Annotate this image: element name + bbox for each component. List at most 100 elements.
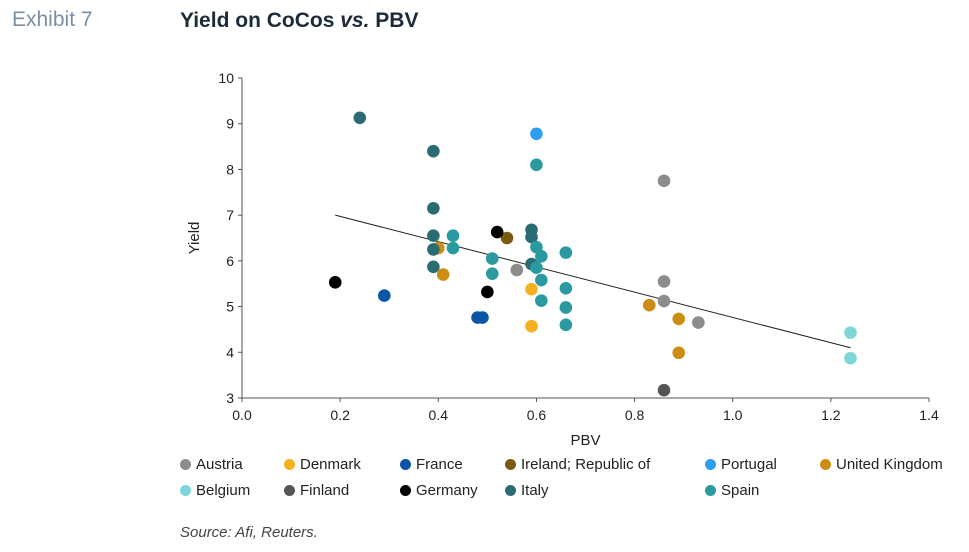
legend-item: Denmark [284,456,361,473]
data-point [353,111,367,125]
data-point [657,174,671,188]
legend-swatch [505,459,516,470]
y-tick-label: 9 [226,116,234,132]
data-point [485,267,499,280]
legend-label: Austria [196,456,243,473]
source-note: Source: Afi, Reuters. [180,524,318,541]
x-tick-label: 0.0 [232,407,252,423]
y-tick-label: 3 [226,390,234,406]
data-point [427,243,440,256]
data-point [535,294,548,307]
y-axis-label: Yield [186,222,203,255]
x-tick-label: 0.8 [625,407,645,423]
title-end: PBV [369,9,419,32]
legend-swatch [284,485,295,496]
axes: 3 4 5 6 7 8 9 10 0.0 0.2 0.4 0.6 0.8 1.0 1.2 1.4 [218,70,939,423]
legend-label: Finland [300,482,350,499]
legend-label: Spain [721,482,760,499]
legend-swatch [284,459,295,470]
legend-label: Italy [521,482,549,499]
legend-label: France [416,456,463,473]
data-point [500,231,514,245]
data-point [672,312,686,326]
data-point [525,230,538,244]
legend-label: United Kingdom [836,456,943,473]
trendline-group [335,214,851,349]
data-point [657,275,671,288]
data-point [530,127,543,141]
x-tick-label: 1.2 [821,407,841,423]
legend-item: United Kingdom [820,456,943,473]
data-point [642,298,656,312]
legend-swatch [180,485,191,496]
legend-item: Italy [505,482,549,499]
data-point [525,282,538,296]
x-tick-label: 0.4 [429,407,449,423]
legend-swatch [705,485,716,496]
data-point [446,229,460,243]
legend-swatch [505,485,516,496]
legend-item: Portugal [705,456,777,473]
data-point [844,326,857,339]
data-point [559,301,573,314]
legend-item: Germany [400,482,478,499]
y-tick-label: 7 [226,207,234,223]
data-point [672,346,686,360]
points-group [328,111,857,397]
data-point [427,229,440,243]
legend-label: Denmark [300,456,361,473]
legend-item: Belgium [180,482,250,499]
data-point [535,273,548,287]
data-point [559,318,573,332]
x-tick-label: 1.4 [919,407,939,423]
legend-swatch [180,459,191,470]
title-main: Yield on CoCos [180,9,341,32]
legend-item: France [400,456,463,473]
legend-item: Austria [180,456,243,473]
data-point [844,351,857,365]
data-point [328,276,342,289]
legend-label: Belgium [196,482,251,499]
y-tick-label: 6 [226,253,234,269]
data-point [427,260,440,274]
legend-swatch [400,485,411,496]
legend-item: Spain [705,482,759,499]
legend-item: Ireland; Republic of [505,456,650,473]
data-point [446,241,460,255]
data-point [427,201,440,215]
data-point [485,252,499,265]
data-point [692,316,705,329]
data-point [427,144,440,158]
x-tick-label: 0.6 [527,407,547,423]
legend-swatch [820,459,831,470]
chart-title: Yield on CoCos vs. PBV [180,9,418,33]
data-point [476,311,489,324]
data-point [530,261,543,275]
trendline [335,214,851,349]
y-tick-label: 4 [226,344,234,360]
data-point [436,268,450,281]
data-point [657,294,671,308]
data-point [530,158,543,172]
legend-swatch [400,459,411,470]
x-tick-label: 1.0 [723,407,743,423]
exhibit-label: Exhibit 7 [12,8,93,31]
data-point [525,319,538,333]
legend-swatch [705,459,716,470]
x-tick-label: 0.2 [330,407,350,423]
x-axis-label: PBV [570,432,600,449]
data-point [510,263,524,277]
data-point [657,383,671,397]
legend-item: Finland [284,482,349,499]
data-point [559,281,573,295]
data-point [481,285,494,299]
data-point [535,249,548,263]
legend-label: Portugal [721,456,777,473]
legend-label: Germany [416,482,478,499]
data-point [378,289,391,302]
data-point [559,246,573,259]
y-tick-label: 5 [226,299,234,315]
y-tick-label: 8 [226,161,234,177]
legend-label: Ireland; Republic of [521,456,651,473]
